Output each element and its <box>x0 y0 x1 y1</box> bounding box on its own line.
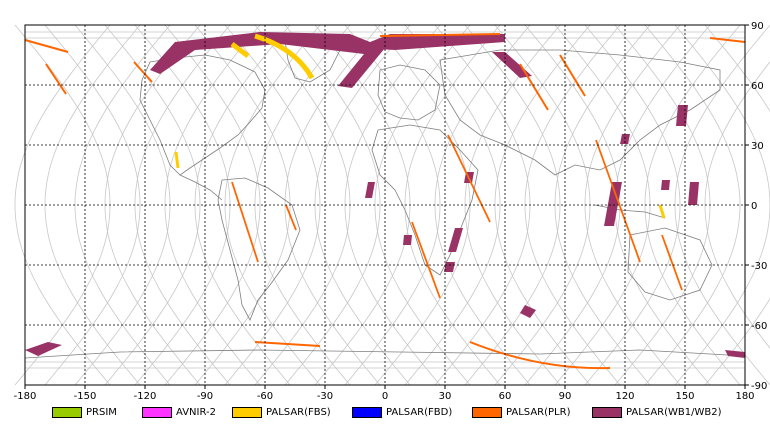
lat-tick-label: 90 <box>751 21 764 32</box>
lat-tick-label: -60 <box>751 321 767 332</box>
wb-swath-angola <box>403 235 412 245</box>
wb-swath-ural <box>492 52 532 78</box>
lon-tick-label: -150 <box>74 391 97 400</box>
legend-item: PALSAR(FBS) <box>232 405 331 419</box>
legend-item: AVNIR-2 <box>142 405 216 419</box>
plr-swath-4 <box>231 181 259 263</box>
south-america-outline <box>217 177 301 321</box>
lon-tick-label: 150 <box>675 391 694 400</box>
plr-swath-2 <box>45 63 67 95</box>
plr-swath-13 <box>469 341 611 370</box>
lat-tick-label: 0 <box>751 201 757 212</box>
plr-swath-8 <box>519 63 549 111</box>
legend-item: PALSAR(FBD) <box>352 405 452 419</box>
coverage-map: -180 -150 -120 -90 -60 -30 0 30 60 90 120 150 180 90 6… <box>13 21 770 400</box>
lat-tick-label: 60 <box>751 81 764 92</box>
lat-tick-label: 30 <box>751 141 764 152</box>
fbs-swath-mexico <box>174 151 180 169</box>
lon-tick-label: 0 <box>382 391 388 400</box>
legend-swatch <box>232 406 262 418</box>
plr-swath-10 <box>661 234 683 291</box>
legend-label: AVNIR-2 <box>176 406 216 418</box>
lon-tick-label: -60 <box>257 391 273 400</box>
land-outlines <box>24 37 746 359</box>
plr-swath-15 <box>559 54 586 97</box>
asia-outline <box>439 49 721 176</box>
plr-swath-7 <box>411 221 441 299</box>
lon-tick-label: 120 <box>615 391 634 400</box>
fbs-swath-greenland <box>254 33 315 80</box>
wb-swath-antarctic-west <box>25 342 62 356</box>
wb-swath-southern-ocean <box>520 305 536 318</box>
wb-swath-south-africa <box>444 262 455 272</box>
lat-tick-label: -90 <box>751 381 767 392</box>
lon-tick-label: -90 <box>197 391 213 400</box>
legend-swatch <box>352 406 382 418</box>
antarctica-outline <box>24 349 746 359</box>
wb-swath-png <box>688 182 699 205</box>
legend-swatch <box>592 406 622 418</box>
graticule <box>25 25 745 385</box>
plr-swath-6 <box>447 134 491 223</box>
plr-swath-12 <box>709 37 746 43</box>
legend: PRSIM AVNIR-2 PALSAR(FBS) PALSAR(FBD) PALSAR… <box>0 400 770 430</box>
lat-tick-label: -30 <box>751 261 767 272</box>
lon-tick-label: 60 <box>499 391 512 400</box>
lon-tick-label: -30 <box>317 391 333 400</box>
wb-swath-japan <box>676 105 688 126</box>
wb-swath-philippines <box>661 180 670 190</box>
wb-swath-arctic <box>150 32 385 88</box>
wb-swath-mozambique <box>448 228 463 252</box>
lon-tick-label: -120 <box>134 391 157 400</box>
legend-item: PRSIM <box>52 405 117 419</box>
central-america-outline <box>179 174 223 201</box>
legend-label: PALSAR(PLR) <box>506 406 571 418</box>
north-america-outline <box>139 54 266 176</box>
plr-swath-9 <box>595 139 641 263</box>
legend-swatch <box>52 406 82 418</box>
plr-swath-14 <box>254 341 321 347</box>
wb-swath-siberia <box>355 34 505 50</box>
legend-label: PRSIM <box>86 406 117 418</box>
fbs-swath-arctic <box>230 42 250 58</box>
plr-swath-11 <box>379 33 501 37</box>
europe-outline <box>377 64 441 121</box>
legend-swatch <box>142 406 172 418</box>
plr-swath-1 <box>24 39 69 53</box>
wb-swath-antarctic-east <box>725 350 745 358</box>
wb-swath-borneo <box>604 182 622 226</box>
legend-label: PALSAR(WB1/WB2) <box>626 406 722 418</box>
axis-ticks: -180 -150 -120 -90 -60 -30 0 30 60 90 120 150 180 90 6… <box>14 21 768 400</box>
lon-tick-label: 30 <box>439 391 452 400</box>
legend-swatch <box>472 406 502 418</box>
plr-swath-5 <box>285 204 297 231</box>
wb-swath-sahel <box>365 182 375 198</box>
lon-tick-label: -180 <box>14 391 37 400</box>
legend-label: PALSAR(FBS) <box>266 406 331 418</box>
plr-swath-3 <box>133 61 153 83</box>
legend-item: PALSAR(PLR) <box>472 405 570 419</box>
lon-tick-label: 180 <box>735 391 754 400</box>
legend-label: PALSAR(FBD) <box>386 406 453 418</box>
legend-item: PALSAR(WB1/WB2) <box>592 405 722 419</box>
lon-tick-label: 90 <box>559 391 572 400</box>
fbs-swath-indonesia <box>658 204 666 219</box>
australia-outline <box>627 227 713 301</box>
acquisition-swaths <box>24 32 746 370</box>
